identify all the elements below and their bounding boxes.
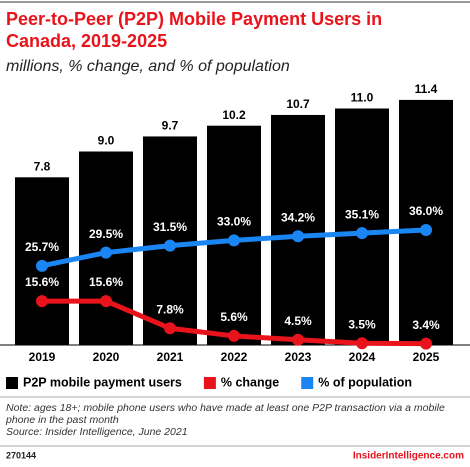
line-point xyxy=(164,239,176,252)
x-tick-label: 2022 xyxy=(221,350,248,364)
x-tick-label: 2025 xyxy=(413,350,440,364)
x-tick-label: 2019 xyxy=(29,350,56,364)
chart-id: 270144 xyxy=(6,450,36,460)
line-value-label: 15.6% xyxy=(25,275,59,289)
line-value-label: 25.7% xyxy=(25,240,59,254)
line-value-label: 5.6% xyxy=(220,310,248,324)
line-value-label: 29.5% xyxy=(89,227,123,241)
bar-value-label: 9.0 xyxy=(98,134,115,148)
note: Note: ages 18+; mobile phone users who h… xyxy=(6,402,445,426)
line-point xyxy=(420,337,432,350)
line-point xyxy=(356,227,368,240)
line-point xyxy=(228,234,240,247)
legend-swatch xyxy=(301,377,314,389)
line-point xyxy=(100,295,112,308)
bar-value-label: 9.7 xyxy=(162,119,179,133)
bar-value-label: 10.7 xyxy=(286,97,310,111)
line-point xyxy=(292,333,304,346)
line-point xyxy=(292,230,304,243)
line-value-label: 3.5% xyxy=(348,317,376,331)
chart-title: Canada, 2019-2025 xyxy=(6,31,167,51)
brand: InsiderIntelligence.com xyxy=(353,451,464,462)
line-value-label: 3.4% xyxy=(412,318,440,332)
bar-value-label: 11.4 xyxy=(415,82,438,96)
chart-title: Peer-to-Peer (P2P) Mobile Payment Users … xyxy=(6,9,382,29)
source: Source: Insider Intelligence, June 2021 xyxy=(6,426,188,438)
line-value-label: 34.2% xyxy=(281,210,315,224)
x-tick-label: 2024 xyxy=(349,350,376,364)
x-tick-label: 2020 xyxy=(93,350,120,364)
line-value-label: 7.8% xyxy=(156,302,184,316)
line-value-label: 31.5% xyxy=(153,220,187,234)
legend-label: P2P mobile payment users xyxy=(23,375,182,389)
line-point xyxy=(228,329,240,342)
bar xyxy=(271,114,325,345)
line-point xyxy=(36,295,48,308)
line-point xyxy=(356,337,368,350)
x-tick-label: 2021 xyxy=(157,350,184,364)
line-point xyxy=(36,259,48,272)
line-point xyxy=(100,246,112,259)
line-value-label: 35.1% xyxy=(345,207,379,221)
legend-label: % of population xyxy=(318,375,412,389)
bar xyxy=(335,108,389,345)
legend-label: % change xyxy=(221,375,279,389)
notes: Note: ages 18+; mobile phone users who h… xyxy=(6,402,461,438)
chart-subtitle: millions, % change, and % of population xyxy=(6,58,290,75)
bar-value-label: 10.2 xyxy=(222,108,246,122)
legend-swatch xyxy=(6,377,18,389)
line-value-label: 4.5% xyxy=(284,314,312,328)
line-point xyxy=(420,223,432,236)
bar-value-label: 7.8 xyxy=(34,159,51,173)
line-value-label: 36.0% xyxy=(409,204,443,218)
line-value-label: 33.0% xyxy=(217,215,251,229)
bar xyxy=(399,99,453,346)
x-tick-label: 2023 xyxy=(285,350,312,364)
bar-value-label: 11.0 xyxy=(351,91,374,105)
legend-swatch xyxy=(203,377,216,389)
line-value-label: 15.6% xyxy=(89,275,123,289)
line-point xyxy=(164,322,176,335)
